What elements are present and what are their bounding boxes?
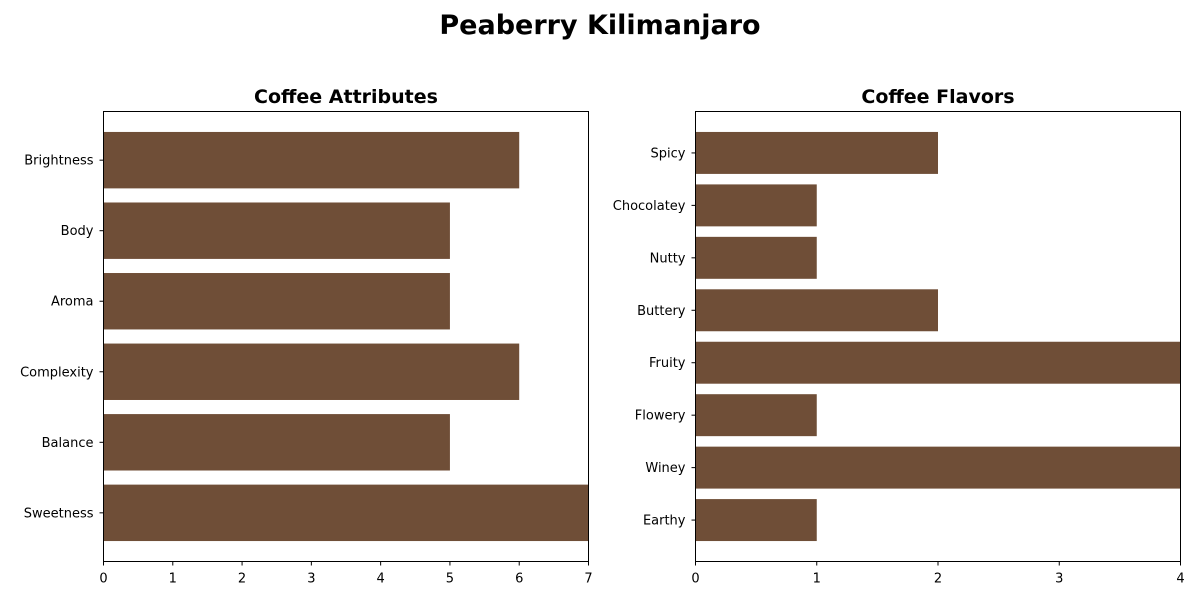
plot-frame bbox=[103, 111, 589, 562]
x-tick-label: 3 bbox=[307, 572, 315, 587]
y-tick-label: Winey bbox=[645, 461, 685, 476]
x-tick-label: 1 bbox=[169, 572, 177, 587]
bar-buttery bbox=[695, 289, 938, 332]
y-tick-label: Buttery bbox=[637, 304, 686, 319]
y-tick-label: Aroma bbox=[51, 295, 94, 310]
x-tick-label: 4 bbox=[377, 572, 385, 587]
chart-coffee-attributes: Coffee Attributes Brightness Body Aroma Com… bbox=[20, 86, 593, 587]
x-tick-label: 7 bbox=[584, 572, 592, 587]
bar-aroma bbox=[103, 273, 450, 330]
y-tick-label: Brightness bbox=[24, 154, 93, 169]
x-tick-label: 0 bbox=[99, 572, 107, 587]
x-tick-label: 6 bbox=[515, 572, 523, 587]
y-tick-label: Body bbox=[61, 224, 94, 239]
y-tick-label: Fruity bbox=[649, 356, 686, 371]
y-tick-label: Complexity bbox=[20, 365, 94, 380]
x-tick-label: 3 bbox=[1055, 572, 1063, 587]
y-tick-label: Chocolatey bbox=[613, 199, 686, 214]
bar-fruity bbox=[695, 341, 1181, 384]
y-tick-label: Earthy bbox=[643, 514, 686, 529]
bar-winey bbox=[695, 446, 1181, 489]
bar-spicy bbox=[695, 131, 938, 174]
x-tick-label: 5 bbox=[446, 572, 454, 587]
chart-coffee-flavors: Coffee Flavors Spicy Chocolatey Nutty Butte… bbox=[613, 86, 1185, 587]
x-tick-label: 2 bbox=[934, 572, 942, 587]
x-tick-label: 1 bbox=[813, 572, 821, 587]
bar-earthy bbox=[695, 499, 817, 542]
bar-body bbox=[103, 202, 450, 259]
bar-balance bbox=[103, 414, 450, 471]
y-tick-label: Sweetness bbox=[24, 506, 94, 521]
x-tick-label: 2 bbox=[238, 572, 246, 587]
y-tick-label: Balance bbox=[42, 436, 94, 451]
bar-sweetness bbox=[103, 484, 589, 542]
bar-brightness bbox=[103, 131, 520, 189]
bar-nutty bbox=[695, 236, 817, 279]
plot-frame bbox=[695, 111, 1181, 562]
bar-flowery bbox=[695, 394, 817, 437]
y-tick-label: Nutty bbox=[650, 251, 686, 266]
bar-chocolatey bbox=[695, 184, 817, 227]
figure-title: Peaberry Kilimanjaro bbox=[439, 10, 760, 41]
x-tick-label: 0 bbox=[691, 572, 699, 587]
chart-title: Coffee Flavors bbox=[861, 86, 1014, 108]
y-tick-label: Spicy bbox=[651, 146, 686, 161]
x-tick-label: 4 bbox=[1176, 572, 1184, 587]
bar-complexity bbox=[103, 343, 520, 400]
chart-title: Coffee Attributes bbox=[254, 86, 438, 108]
y-tick-label: Flowery bbox=[635, 409, 686, 424]
